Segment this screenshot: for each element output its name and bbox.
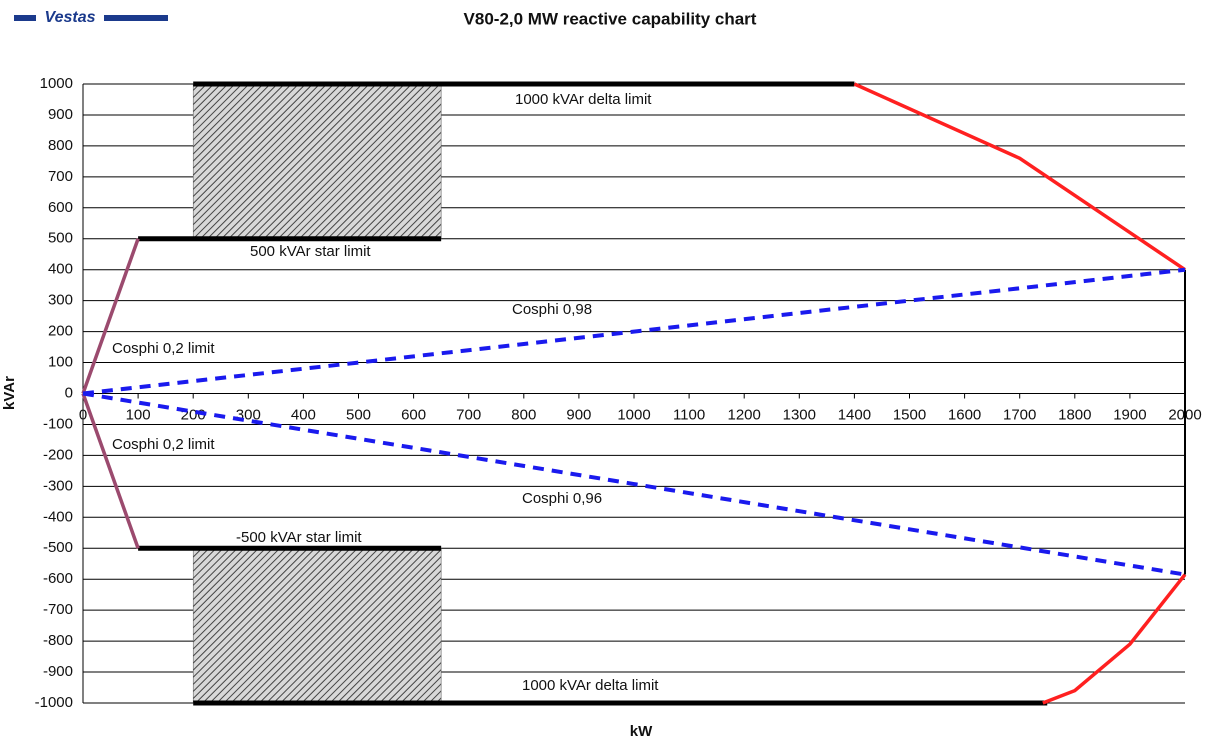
x-tick-label: 900	[566, 406, 591, 423]
y-tick-label: -700	[43, 601, 73, 618]
y-axis-label: kVAr	[1, 376, 18, 410]
y-tick-label: -1000	[35, 694, 73, 711]
y-tick-label: 100	[48, 354, 73, 371]
y-tick-label: 1000	[40, 75, 73, 92]
x-tick-label: 400	[291, 406, 316, 423]
x-tick-label: 600	[401, 406, 426, 423]
y-tick-label: 500	[48, 230, 73, 247]
x-tick-label: 1100	[673, 406, 705, 423]
annotation: Cosphi 0,2 limit	[112, 340, 215, 357]
annotation: 1000 kVAr delta limit	[522, 677, 659, 694]
x-tick-label: 100	[126, 406, 151, 423]
y-tick-label: -200	[43, 446, 73, 463]
annotation: Cosphi 0,98	[512, 301, 592, 318]
annotation: -500 kVAr star limit	[236, 529, 362, 546]
logo-bar	[14, 15, 36, 21]
y-tick-label: -800	[43, 632, 73, 649]
y-tick-label: 0	[65, 384, 73, 401]
x-tick-label: 1200	[728, 406, 761, 423]
chart-title: V80-2,0 MW reactive capability chart	[464, 9, 757, 28]
series-line	[82, 391, 1186, 577]
x-tick-label: 1000	[617, 406, 650, 423]
logo: Vestas	[45, 9, 96, 26]
y-tick-label: -300	[43, 477, 73, 494]
series-line	[81, 392, 140, 549]
y-tick-label: -100	[43, 415, 73, 432]
x-tick-label: 1900	[1113, 406, 1146, 423]
annotation: Cosphi 0,2 limit	[112, 436, 215, 453]
hatched-region	[192, 548, 442, 704]
y-tick-label: -400	[43, 508, 73, 525]
x-tick-label: 1400	[838, 406, 871, 423]
y-tick-label: -900	[43, 663, 73, 680]
series-line	[853, 82, 1186, 272]
y-tick-label: -500	[43, 539, 73, 556]
y-tick-label: 200	[48, 323, 73, 340]
x-tick-label: 1800	[1058, 406, 1091, 423]
y-tick-label: 800	[48, 137, 73, 154]
x-tick-label: 1600	[948, 406, 981, 423]
x-tick-label: 500	[346, 406, 371, 423]
y-tick-label: -600	[43, 570, 73, 587]
x-axis-label: kW	[630, 723, 653, 740]
logo-bar	[104, 15, 168, 21]
annotation: 1000 kVAr delta limit	[515, 91, 652, 108]
y-tick-label: 900	[48, 106, 73, 123]
x-tick-label: 1300	[783, 406, 816, 423]
annotation: Cosphi 0,96	[522, 490, 602, 507]
hatched-region	[192, 83, 442, 239]
series-line	[1042, 573, 1187, 705]
series-line	[82, 267, 1186, 396]
x-tick-label: 1700	[1003, 406, 1036, 423]
x-tick-label: 1500	[893, 406, 926, 423]
y-tick-label: 300	[48, 292, 73, 309]
x-tick-label: 700	[456, 406, 481, 423]
y-tick-label: 600	[48, 199, 73, 216]
y-tick-label: 700	[48, 168, 73, 185]
y-tick-label: 400	[48, 261, 73, 278]
series-line	[81, 238, 140, 395]
annotation: 500 kVAr star limit	[250, 243, 371, 260]
x-tick-label: 800	[511, 406, 536, 423]
x-tick-label: 0	[79, 406, 87, 423]
